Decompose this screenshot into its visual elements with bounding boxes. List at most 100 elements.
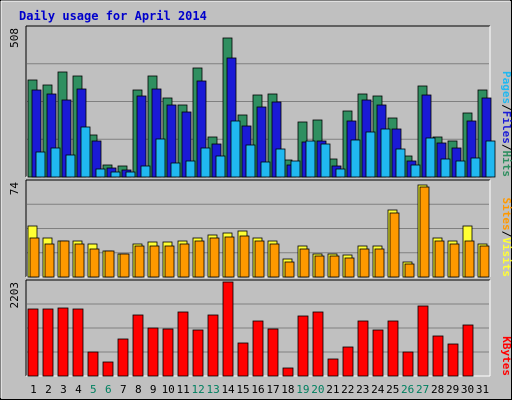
bar-pages-17 [275, 148, 286, 178]
legend-text: KBytes [500, 336, 512, 376]
bar-sites-17 [269, 243, 280, 278]
bar-kbytes-15 [237, 342, 249, 377]
bar-pages-13 [215, 155, 226, 178]
x-tick-label-27: 27 [416, 383, 429, 396]
bar-pages-28 [440, 158, 451, 178]
bar-pages-8 [140, 165, 151, 178]
series-kbytes [27, 281, 474, 377]
bar-sites-22 [344, 257, 355, 278]
bar-pages-6 [110, 171, 121, 178]
bar-sites-18 [284, 261, 295, 278]
legend-separator: / [500, 104, 512, 111]
legend-item-visits: Visits [500, 237, 512, 277]
bar-sites-31 [479, 245, 490, 278]
x-tick-label-9: 9 [150, 383, 157, 396]
bar-sites-5 [89, 248, 100, 278]
bar-kbytes-21 [327, 358, 339, 377]
x-tick-label-24: 24 [371, 383, 385, 396]
bar-sites-11 [179, 243, 190, 278]
bar-kbytes-22 [342, 346, 354, 377]
x-tick-label-12: 12 [192, 383, 205, 396]
bar-kbytes-18 [282, 367, 294, 377]
bar-sites-23 [359, 248, 370, 278]
bar-sites-6 [104, 250, 115, 278]
x-tick-label-6: 6 [105, 383, 112, 396]
x-tick-label-23: 23 [356, 383, 369, 396]
x-tick-label-14: 14 [221, 383, 235, 396]
x-tick-label-29: 29 [446, 383, 459, 396]
panels: 508Pages/Files/Hits74Sites/Visits2203KBy… [8, 25, 512, 377]
bar-kbytes-14 [222, 281, 234, 377]
bar-pages-22 [350, 139, 361, 178]
bar-pages-3 [65, 154, 76, 178]
bar-pages-29 [455, 160, 466, 178]
bar-kbytes-8 [132, 314, 144, 377]
bar-kbytes-10 [162, 328, 174, 377]
bar-pages-7 [125, 171, 136, 178]
x-tick-label-15: 15 [236, 383, 249, 396]
bar-sites-19 [299, 248, 310, 278]
bar-pages-27 [425, 137, 436, 178]
x-axis-tick-labels: 1 2 3 4 5 6 7 8 9 10 11 12 13 14 15 16 17 18 19 20 21 22 23 24 2… [30, 383, 489, 396]
bar-kbytes-20 [312, 311, 324, 377]
bar-kbytes-9 [147, 327, 159, 377]
bar-sites-7 [119, 253, 130, 278]
legend-item-pages: Pages [500, 71, 512, 104]
bar-sites-3 [59, 240, 70, 278]
bar-sites-2 [44, 243, 55, 278]
bar-kbytes-12 [192, 329, 204, 377]
bar-sites-1 [29, 237, 40, 278]
bar-pages-1 [35, 151, 46, 178]
bar-pages-30 [470, 157, 481, 178]
x-tick-label-26: 26 [401, 383, 414, 396]
bar-kbytes-13 [207, 314, 219, 377]
legend-item-kbytes: KBytes [500, 336, 512, 376]
x-tick-label-5: 5 [90, 383, 97, 396]
x-tick-label-8: 8 [135, 383, 142, 396]
bar-sites-8 [134, 245, 145, 278]
bar-sites-14 [224, 236, 235, 278]
bar-pages-11 [185, 160, 196, 178]
bar-pages-4 [80, 126, 91, 178]
legend-item-hits: Hits [500, 151, 512, 178]
bar-pages-9 [155, 138, 166, 178]
bar-sites-26 [404, 263, 415, 278]
bar-pages-24 [380, 128, 391, 178]
bar-sites-12 [194, 240, 205, 278]
chart-title: Daily usage for April 2014 [19, 9, 207, 23]
bar-kbytes-30 [462, 324, 474, 377]
legend-item-sites: Sites [500, 198, 512, 231]
x-tick-label-2: 2 [45, 383, 52, 396]
bar-pages-23 [365, 131, 376, 178]
x-tick-label-20: 20 [311, 383, 324, 396]
bar-sites-30 [464, 240, 475, 278]
x-tick-label-10: 10 [162, 383, 175, 396]
panel-kbytes: 2203 KBytes [8, 279, 512, 377]
x-tick-label-13: 13 [206, 383, 219, 396]
legend-item-files: Files [500, 111, 512, 144]
y-max-label: 74 [8, 182, 21, 196]
bar-pages-26 [410, 164, 421, 178]
x-tick-label-4: 4 [75, 383, 82, 396]
bar-sites-16 [254, 240, 265, 278]
bar-kbytes-27 [417, 305, 429, 377]
x-tick-label-18: 18 [281, 383, 294, 396]
x-tick-label-3: 3 [60, 383, 67, 396]
x-tick-label-16: 16 [251, 383, 264, 396]
bar-sites-28 [434, 240, 445, 278]
bar-sites-27 [419, 186, 430, 278]
legend-kbytes: KBytes [500, 336, 512, 376]
bar-pages-16 [260, 161, 271, 178]
bar-sites-20 [314, 255, 325, 278]
bar-kbytes-7 [117, 338, 129, 377]
legend-hits-files-pages: Pages/Files/Hits [500, 71, 512, 177]
series-sites [29, 186, 490, 278]
bar-pages-25 [395, 148, 406, 178]
x-tick-label-7: 7 [120, 383, 127, 396]
legend-separator: / [500, 231, 512, 238]
bar-kbytes-25 [387, 320, 399, 377]
bar-kbytes-17 [267, 328, 279, 377]
bar-sites-9 [149, 245, 160, 278]
